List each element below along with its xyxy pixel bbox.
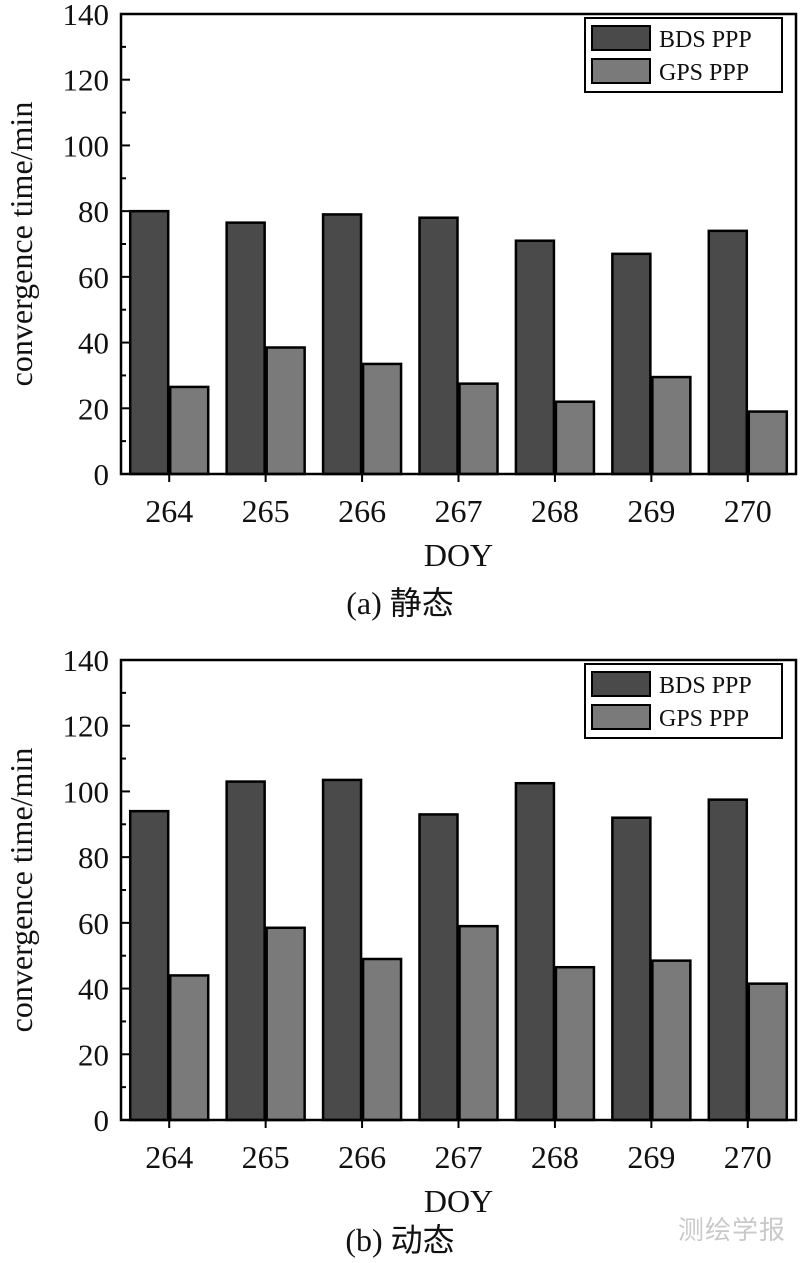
chart-b-legend-swatch-bds [591, 671, 651, 697]
chart-a-bar-bds [707, 229, 749, 476]
chart-b-bar-bds [418, 813, 459, 1122]
chart-b-x-tick-label: 268 [531, 1139, 579, 1175]
chart-a-bar-gps [168, 385, 210, 476]
chart-a-bar-gps [747, 410, 789, 476]
watermark: 测绘学报 [677, 1216, 786, 1246]
chart-a-y-tick-label: 80 [78, 194, 109, 229]
chart-a-y-axis-label: convergence time/min [3, 102, 39, 387]
chart-b-x-tick-label: 269 [627, 1139, 675, 1175]
chart-a-plot-frame [119, 12, 798, 476]
chart-b-bar-bds [707, 798, 749, 1122]
chart-b-y-axis-label: convergence time/min [3, 748, 39, 1033]
chart-a-y-tick-label: 40 [78, 326, 109, 361]
chart-b-y-tick-label: 80 [78, 840, 109, 875]
chart-a-bar-bds [128, 209, 170, 476]
chart-a-bar-bds [611, 252, 652, 476]
chart-a-y-tick-label: 120 [63, 63, 110, 98]
chart-b-y-tick-label: 0 [94, 1103, 110, 1138]
chart-b-x-tick-label: 270 [724, 1139, 772, 1175]
chart-a-bar-bds [418, 216, 459, 476]
chart-a-y-tick-label: 20 [78, 391, 109, 426]
chart-a-x-tick-label: 265 [242, 493, 290, 529]
chart-a-x-tick-label: 268 [531, 493, 579, 529]
chart-b-x-tick-label: 264 [145, 1139, 193, 1175]
chart-b-bar-gps [554, 965, 596, 1122]
chart-a-bar-gps [265, 346, 306, 476]
chart-a-x-tick-label: 269 [627, 493, 675, 529]
chart-b-legend-label-gps: GPS PPP [659, 706, 749, 732]
chart-a-bar-bds [514, 239, 556, 476]
chart-b-bar-gps [361, 957, 403, 1122]
chart-b-bar-gps [168, 974, 210, 1122]
chart-b-legend-swatch-gps [591, 704, 651, 730]
chart-b-y-tick-label: 40 [78, 972, 109, 1007]
chart-a-x-axis-label: DOY [424, 537, 493, 573]
chart-a-legend-swatch-gps [591, 58, 651, 84]
chart-b-y-tick-label: 20 [78, 1037, 109, 1072]
chart-b-y-tick-label: 120 [63, 709, 110, 744]
chart-a-bar-bds [225, 221, 266, 476]
chart-b-x-tick-label: 266 [338, 1139, 386, 1175]
chart-b-bar-bds [321, 778, 363, 1122]
chart-b-bar-bds [611, 816, 652, 1122]
chart-b-bar-bds [514, 781, 556, 1122]
chart-a-y-tick-label: 60 [78, 260, 109, 295]
chart-b-legend-label-bds: BDS PPP [659, 673, 752, 699]
chart-b-bar-gps [458, 924, 499, 1122]
chart-a-legend-label-bds: BDS PPP [659, 27, 752, 53]
chart-b-bar-gps [651, 959, 692, 1122]
chart-a-legend-swatch-bds [591, 25, 651, 51]
chart-a: 0 20 40 60 80 100 120 140 264 265 266 267 268 269 270 D… [3, 0, 798, 573]
chart-a-x-tick-label: 267 [435, 493, 483, 529]
chart-b-bar-gps [747, 982, 789, 1122]
chart-b-x-tick-label: 265 [242, 1139, 290, 1175]
chart-a-bar-gps [651, 375, 692, 476]
chart-a-bar-gps [361, 362, 403, 476]
caption-b: (b) 动态 [345, 1222, 455, 1258]
chart-a-y-tick-label: 140 [63, 0, 110, 32]
chart-a-bar-bds [321, 213, 363, 476]
chart-a-y-tick-label: 0 [94, 457, 110, 492]
chart-a-y-tick-label: 100 [63, 128, 110, 163]
chart-a-x-tick-label: 270 [724, 493, 772, 529]
chart-b-x-tick-label: 267 [435, 1139, 483, 1175]
chart-b-x-axis-label: DOY [424, 1183, 493, 1219]
chart-b-y-tick-label: 140 [63, 646, 110, 678]
chart-b-bar-gps [265, 926, 306, 1122]
chart-b-bar-bds [225, 780, 266, 1122]
chart-b-plot-frame [119, 658, 798, 1122]
caption-a: (a) 静态 [346, 585, 454, 621]
chart-a-x-tick-label: 264 [145, 493, 193, 529]
chart-a-legend-label-gps: GPS PPP [659, 60, 749, 86]
chart-a-x-tick-label: 266 [338, 493, 386, 529]
chart-b-y-tick-label: 60 [78, 906, 109, 941]
chart-b-y-tick-label: 100 [63, 774, 110, 809]
chart-a-bar-gps [554, 400, 596, 476]
chart-b-bar-bds [128, 809, 170, 1122]
chart-a-bar-gps [458, 382, 499, 476]
chart-b: 0 20 40 60 80 100 120 140 264 265 266 267 268 269 270 D… [3, 646, 798, 1219]
